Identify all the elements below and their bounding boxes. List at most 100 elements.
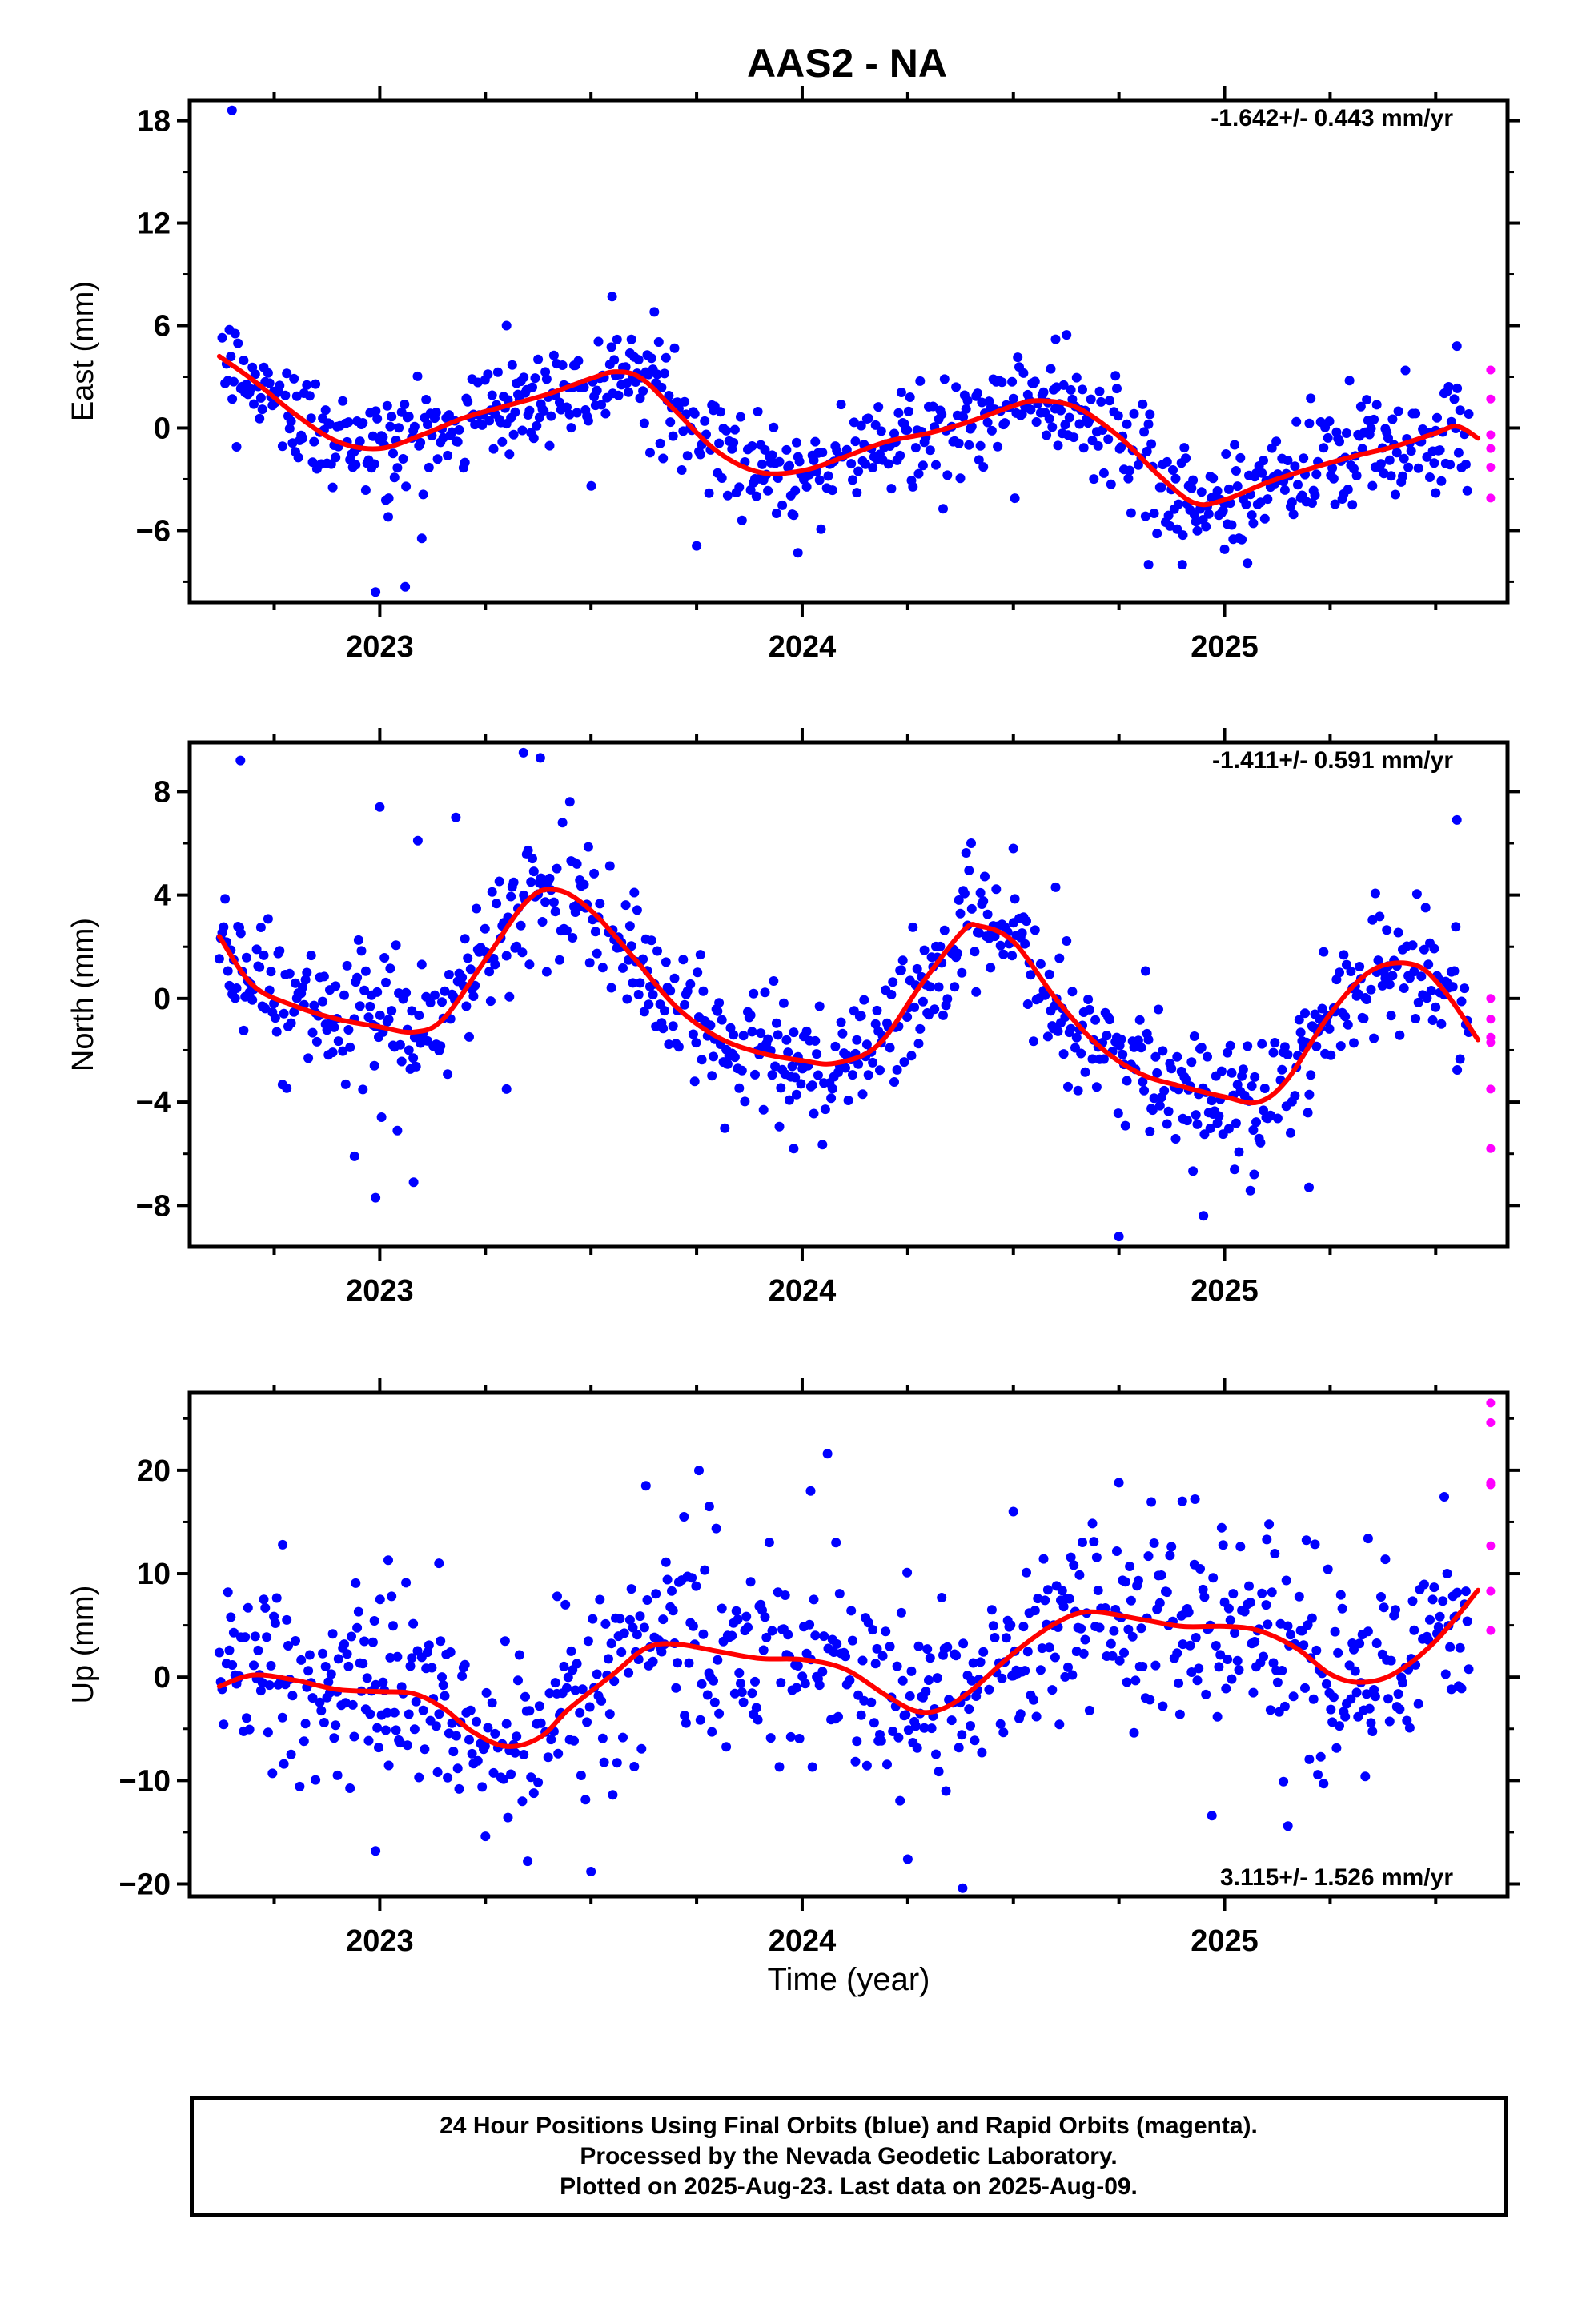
final-point [1349, 1644, 1359, 1655]
final-point [783, 1047, 793, 1058]
final-point [942, 470, 953, 480]
final-point [964, 440, 974, 450]
final-point [444, 970, 454, 979]
final-point [523, 845, 533, 855]
final-point [1156, 1570, 1166, 1580]
final-point [1139, 1085, 1150, 1096]
final-point [691, 1581, 701, 1591]
final-point [331, 981, 341, 991]
final-point [790, 1072, 801, 1083]
final-point [1163, 510, 1174, 521]
final-point [1150, 1051, 1161, 1062]
final-point [536, 1718, 546, 1728]
final-point [411, 1061, 421, 1072]
final-point [852, 488, 862, 498]
final-point [1319, 443, 1329, 453]
final-point [270, 1013, 280, 1023]
final-point [1110, 371, 1121, 381]
final-point [270, 1618, 280, 1628]
final-point [729, 1688, 740, 1699]
final-point [889, 428, 899, 439]
final-point [717, 473, 727, 483]
final-point [1366, 424, 1376, 434]
final-point [626, 1584, 636, 1594]
final-point [925, 1653, 935, 1663]
final-point [1112, 1546, 1122, 1556]
rapid-point [1486, 444, 1496, 453]
final-point [1323, 1564, 1333, 1574]
final-point [1411, 408, 1421, 419]
final-point [1431, 1002, 1441, 1012]
final-point [374, 1743, 383, 1753]
final-point [1281, 1575, 1291, 1586]
final-point [695, 1715, 705, 1725]
final-point [1277, 1064, 1287, 1075]
final-point [935, 941, 946, 951]
final-point [810, 1035, 821, 1046]
final-point [1158, 1701, 1168, 1711]
final-point [592, 948, 602, 959]
final-point [465, 964, 476, 975]
final-point [1230, 1628, 1240, 1638]
final-point [1212, 486, 1223, 496]
final-point [391, 940, 401, 951]
final-point [371, 1192, 381, 1203]
final-point [868, 1625, 878, 1635]
final-point [1078, 1538, 1087, 1547]
final-point [1323, 432, 1333, 443]
final-point [1010, 493, 1020, 504]
final-point [1120, 1577, 1130, 1587]
final-point [1040, 1595, 1050, 1606]
final-point [604, 1654, 613, 1664]
final-point [1031, 1711, 1042, 1722]
final-point [1136, 1623, 1146, 1634]
final-point [968, 1658, 978, 1668]
final-point [934, 982, 944, 992]
final-point [1089, 1537, 1099, 1547]
final-point [829, 1647, 839, 1657]
final-point [443, 450, 453, 460]
final-point [1074, 1570, 1085, 1580]
final-point [622, 378, 632, 388]
final-point [711, 1523, 721, 1534]
final-point [550, 1678, 560, 1688]
final-point [577, 1684, 588, 1695]
final-point [922, 1644, 933, 1655]
final-point [868, 1057, 878, 1068]
final-point [382, 400, 392, 411]
final-point [896, 1607, 906, 1618]
final-point [707, 1071, 717, 1081]
final-point [986, 963, 996, 973]
final-point [1188, 475, 1199, 485]
final-point [747, 441, 757, 451]
final-point [680, 1711, 690, 1721]
final-point [1375, 911, 1385, 922]
final-point [524, 405, 535, 416]
final-point [1363, 1534, 1373, 1544]
final-point [1215, 1650, 1226, 1660]
final-point [975, 440, 986, 451]
final-point [1058, 1602, 1069, 1612]
final-point [351, 460, 361, 470]
final-point [616, 1647, 627, 1657]
final-point [713, 1655, 723, 1665]
final-point [454, 1783, 464, 1794]
rapid-point [1486, 1541, 1496, 1550]
final-point [1071, 1032, 1082, 1043]
final-point [1384, 455, 1395, 465]
final-point [1087, 1054, 1098, 1064]
final-point [793, 1661, 803, 1671]
final-point [856, 1011, 866, 1021]
final-point [789, 510, 799, 521]
final-point [432, 1767, 443, 1777]
final-point [1238, 1064, 1248, 1075]
final-point [451, 1731, 461, 1741]
final-point [1096, 396, 1106, 407]
final-point [319, 1718, 329, 1727]
final-point [1010, 894, 1020, 904]
final-point [444, 410, 454, 420]
final-point [619, 1628, 629, 1638]
final-point [938, 504, 948, 514]
final-point [400, 400, 410, 409]
final-point [1245, 1598, 1255, 1608]
